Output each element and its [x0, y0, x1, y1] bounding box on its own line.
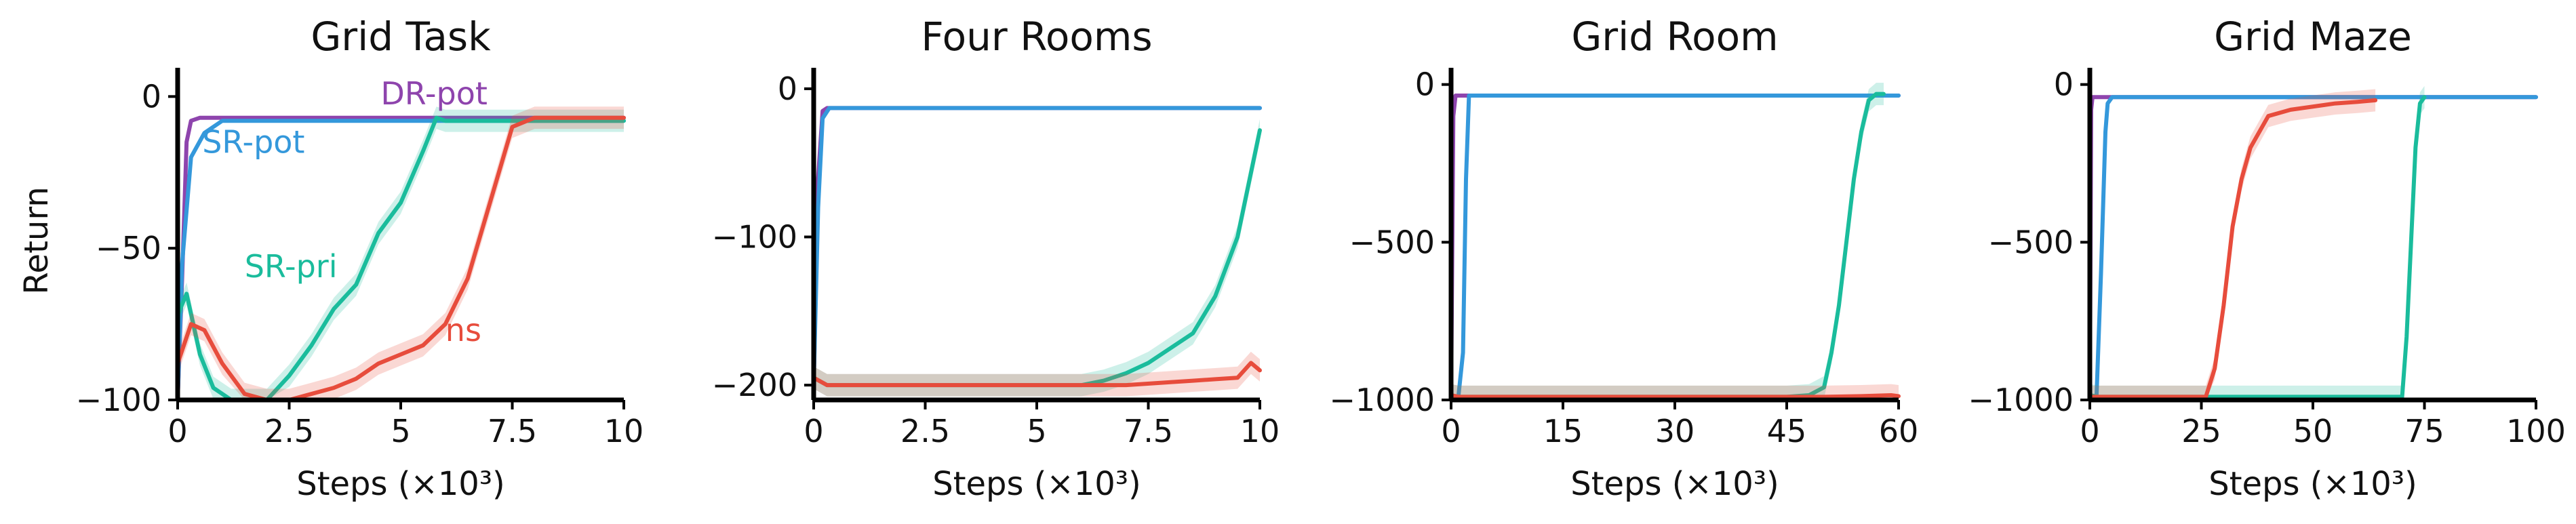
x-tick-label: 0 [804, 413, 823, 449]
y-tick-label: −1000 [1329, 382, 1435, 418]
chart-panel-1: Four Rooms 0 2.5 5 7.5 10 0 −100 −200 Steps (×10³… [712, 14, 1280, 503]
y-tick-label: −1000 [1968, 382, 2074, 418]
x-tick-label: 30 [1655, 413, 1695, 449]
x-tick-label: 0 [167, 413, 187, 449]
y-axis-label: Return [18, 186, 56, 294]
y-tick-label: 0 [2054, 66, 2074, 103]
series-line-ns [2088, 98, 2378, 399]
y-tick-label: 0 [1415, 66, 1435, 103]
x-tick-label: 15 [1543, 413, 1583, 449]
series-line-DR-pot [2088, 95, 2538, 402]
series-line-SR-pot [812, 106, 1262, 388]
x-tick-label: 7.5 [488, 413, 537, 449]
x-tick-label: 60 [1879, 413, 1919, 449]
chart-title: Grid Maze [2214, 14, 2412, 60]
chart-title: Grid Task [311, 14, 491, 60]
series-label-SR-pri: SR-pri [245, 248, 338, 285]
y-tick-label: −200 [712, 367, 797, 403]
x-tick-label: 0 [1441, 413, 1461, 449]
x-tick-label: 5 [1027, 413, 1046, 449]
x-tick-label: 45 [1767, 413, 1807, 449]
chart-panel-0: Grid Task 0 2.5 5 7.5 10 0 −50 −100 Steps (×10³) R… [18, 14, 643, 503]
x-axis-label: Steps (×10³) [1570, 465, 1779, 503]
y-tick-label: −100 [712, 219, 797, 256]
chart-panel-3: Grid Maze 0 25 50 75 100 0 −500 −1000 Steps (×10³… [1968, 14, 2566, 503]
x-axis-label: Steps (×10³) [2208, 465, 2417, 503]
series-line-ns [1449, 393, 1901, 399]
chart-panel-2: Grid Room 0 15 30 45 60 0 −500 −1000 Steps (×10³) [1329, 14, 1918, 503]
series-line-SR-pri [176, 115, 626, 402]
y-tick-label: −100 [76, 382, 161, 418]
series-line-SR-pot [176, 119, 626, 402]
series-label-DR-pot: DR-pot [380, 75, 488, 112]
series-band-SR-pri [814, 119, 1260, 397]
x-tick-label: 75 [2404, 413, 2444, 449]
x-axis-label: Steps (×10³) [932, 465, 1141, 503]
y-tick-label: 0 [142, 78, 161, 115]
series-line-SR-pri [812, 128, 1262, 388]
x-tick-label: 2.5 [264, 413, 314, 449]
y-tick-label: −500 [1988, 224, 2074, 260]
x-tick-label: 100 [2506, 413, 2566, 449]
series-line-ns [812, 361, 1262, 388]
series-line-SR-pri [1449, 92, 1886, 399]
x-tick-label: 50 [2293, 413, 2333, 449]
chart-title: Four Rooms [921, 14, 1152, 60]
series-label-ns: ns [445, 312, 481, 348]
x-tick-label: 25 [2181, 413, 2221, 449]
x-tick-label: 0 [2080, 413, 2099, 449]
x-tick-label: 7.5 [1124, 413, 1173, 449]
x-axis-label: Steps (×10³) [296, 465, 505, 503]
series-band-SR-pri [1451, 83, 1884, 400]
x-tick-label: 10 [1240, 413, 1280, 449]
series-line-SR-pot [2088, 95, 2538, 399]
x-tick-label: 2.5 [900, 413, 950, 449]
series-label-SR-pot: SR-pot [202, 124, 304, 161]
x-tick-label: 10 [604, 413, 644, 449]
series-line-ns [176, 115, 626, 402]
y-tick-label: 0 [778, 70, 797, 107]
series-band-ns [178, 106, 624, 400]
x-tick-label: 5 [391, 413, 410, 449]
series-band-ns [814, 351, 1260, 397]
y-tick-label: −50 [96, 230, 161, 266]
chart-title: Grid Room [1571, 14, 1778, 60]
y-tick-label: −500 [1349, 224, 1435, 260]
